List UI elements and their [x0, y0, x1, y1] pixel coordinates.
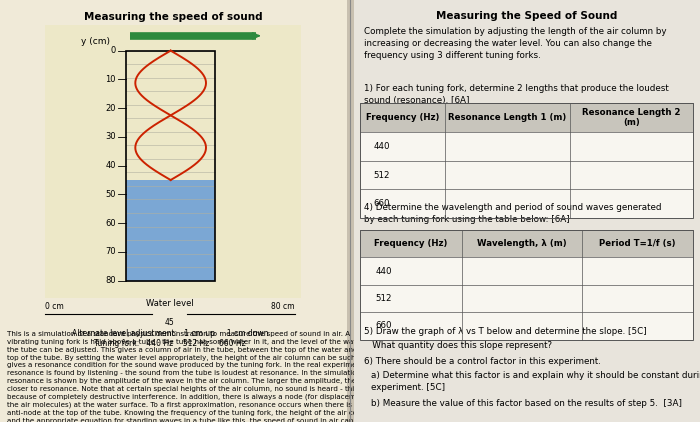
- Text: 50: 50: [106, 190, 116, 199]
- Text: Complete the simulation by adjusting the length of the air column by
increasing : Complete the simulation by adjusting the…: [364, 27, 666, 60]
- Text: Measuring the Speed of Sound: Measuring the Speed of Sound: [436, 11, 617, 21]
- Text: b) Measure the value of this factor based on the results of step 5.  [3A]: b) Measure the value of this factor base…: [371, 399, 682, 408]
- Text: 660: 660: [376, 322, 392, 330]
- Bar: [360, 230, 693, 340]
- Text: Frequency (Hz): Frequency (Hz): [374, 239, 448, 248]
- Bar: [127, 180, 215, 281]
- Text: a) Determine what this factor is and explain why it should be constant during th: a) Determine what this factor is and exp…: [371, 371, 700, 392]
- Bar: [45, 25, 302, 298]
- Text: 5) Draw the graph of λ vs T below and determine the slope. [5C]: 5) Draw the graph of λ vs T below and de…: [364, 327, 647, 336]
- Text: This is a simulation of a standard physics demonstration to measure the speed of: This is a simulation of a standard physi…: [7, 331, 379, 422]
- Text: Alternate level adjustment:   1 cm up     1 cm down: Alternate level adjustment: 1 cm up 1 cm…: [71, 329, 268, 338]
- Text: y (cm): y (cm): [81, 37, 111, 46]
- Text: 60: 60: [106, 219, 116, 227]
- Bar: [360, 285, 693, 312]
- Text: 6) There should be a control factor in this experiment.: 6) There should be a control factor in t…: [364, 357, 601, 365]
- Bar: [360, 103, 693, 218]
- Bar: [360, 230, 693, 257]
- Bar: [360, 312, 693, 340]
- Text: 660: 660: [373, 199, 390, 208]
- Bar: [360, 103, 693, 132]
- Text: 0: 0: [111, 46, 116, 55]
- Text: 80 cm: 80 cm: [271, 302, 295, 311]
- Text: Measuring the speed of sound: Measuring the speed of sound: [84, 12, 262, 22]
- Text: 4) Determine the wavelength and period of sound waves generated
by each tuning f: 4) Determine the wavelength and period o…: [364, 203, 662, 224]
- Bar: [360, 257, 693, 285]
- Bar: [360, 161, 693, 189]
- Bar: [127, 51, 215, 281]
- Text: Period T=1/f (s): Period T=1/f (s): [599, 239, 675, 248]
- Text: Tuning fork:   440 Hz    512 Hz    660 Hz: Tuning fork: 440 Hz 512 Hz 660 Hz: [94, 338, 246, 348]
- Text: 1) For each tuning fork, determine 2 lengths that produce the loudest
sound (res: 1) For each tuning fork, determine 2 len…: [364, 84, 668, 105]
- Bar: [360, 189, 693, 218]
- Text: Water level: Water level: [146, 299, 194, 308]
- Text: 45: 45: [165, 318, 175, 327]
- Text: Resonance Length 2
(m): Resonance Length 2 (m): [582, 108, 681, 127]
- Bar: [360, 132, 693, 161]
- Text: 512: 512: [373, 170, 390, 180]
- Text: Wavelength, λ (m): Wavelength, λ (m): [477, 239, 566, 248]
- Text: 20: 20: [106, 104, 116, 113]
- Text: What quantity does this slope represent?: What quantity does this slope represent?: [364, 341, 552, 350]
- Text: 0 cm: 0 cm: [45, 302, 64, 311]
- Text: Resonance Length 1 (m): Resonance Length 1 (m): [449, 113, 567, 122]
- Text: 440: 440: [376, 267, 392, 276]
- Text: 512: 512: [376, 294, 392, 303]
- Text: 30: 30: [106, 133, 116, 141]
- Text: 70: 70: [106, 247, 116, 257]
- Text: 440: 440: [373, 142, 390, 151]
- Text: Frequency (Hz): Frequency (Hz): [366, 113, 440, 122]
- Text: 10: 10: [106, 75, 116, 84]
- Text: 40: 40: [106, 161, 116, 170]
- Text: 80: 80: [106, 276, 116, 285]
